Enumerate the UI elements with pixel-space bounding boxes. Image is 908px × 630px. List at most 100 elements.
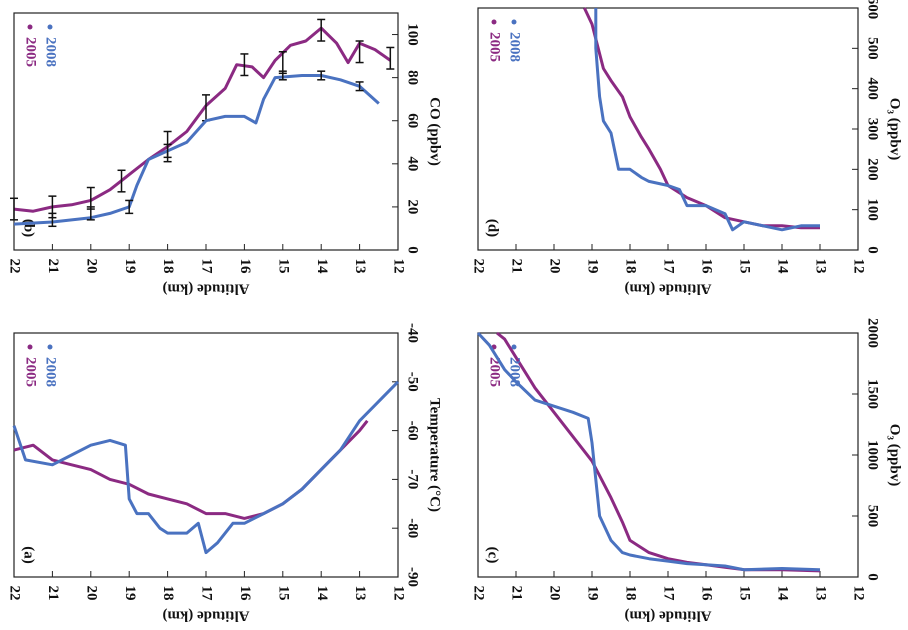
legend-marker — [511, 344, 517, 350]
panel-label: (a) — [21, 546, 37, 564]
x-tick-label: 18 — [623, 586, 639, 601]
y-axis-label: O₃ (ppbv) — [887, 98, 903, 160]
data-line — [476, 331, 821, 572]
y-tick-label: 500 — [865, 505, 881, 528]
x-tick-label: 21 — [509, 586, 525, 601]
x-tick-label: 14 — [775, 586, 791, 602]
x-tick-label: 21 — [509, 259, 525, 274]
x-tick-label: 19 — [585, 586, 601, 601]
x-tick-label: 20 — [83, 259, 99, 274]
y-tick-label: 100 — [405, 23, 421, 46]
y-tick-label: 0 — [405, 246, 421, 254]
x-tick-label: 20 — [547, 586, 563, 601]
x-tick-label: 17 — [661, 259, 677, 275]
x-tick-label: 13 — [813, 586, 829, 601]
x-tick-label: 20 — [547, 259, 563, 274]
x-tick-label: 17 — [661, 586, 677, 602]
y-axis-label: O₃ (ppbv) — [887, 424, 903, 486]
y-tick-label: -70 — [405, 469, 421, 489]
x-tick-label: 15 — [275, 259, 291, 274]
x-tick-label: 21 — [45, 259, 61, 274]
data-line — [13, 419, 369, 520]
x-tick-label: 13 — [813, 259, 829, 274]
x-tick-label: 14 — [314, 586, 330, 602]
y-tick-label: 0 — [865, 573, 881, 581]
panel-label: (c) — [485, 547, 501, 564]
x-tick-label: 16 — [699, 586, 715, 602]
y-tick-label: 600 — [865, 0, 881, 19]
x-axis-label: Altitude (km) — [162, 281, 249, 297]
legend-label: 2008 — [43, 357, 59, 387]
legend-marker — [27, 24, 33, 30]
x-tick-label: 15 — [737, 586, 753, 601]
data-line — [12, 380, 400, 555]
legend-marker — [27, 344, 33, 350]
x-tick-label: 22 — [471, 259, 487, 274]
y-tick-label: -50 — [405, 372, 421, 392]
x-tick-label: 17 — [199, 586, 215, 602]
legend-label: 2008 — [507, 357, 523, 387]
y-tick-label: 500 — [865, 37, 881, 60]
x-tick-label: 22 — [471, 586, 487, 601]
legend-label: 2005 — [487, 32, 503, 62]
x-tick-label: 12 — [851, 586, 867, 601]
x-tick-label: 15 — [275, 586, 291, 601]
y-axis-label: Temperature (°C) — [427, 398, 443, 512]
x-tick-label: 19 — [122, 259, 138, 274]
y-tick-label: 1000 — [865, 440, 881, 470]
y-tick-label: 400 — [865, 77, 881, 100]
legend-label: 2008 — [507, 32, 523, 62]
x-tick-label: 19 — [122, 586, 138, 601]
x-tick-label: 18 — [160, 259, 176, 274]
x-tick-label: 16 — [699, 259, 715, 275]
y-tick-label: -80 — [405, 518, 421, 538]
y-tick-label: 60 — [405, 113, 421, 128]
legend-label: 2008 — [43, 37, 59, 67]
x-tick-label: 18 — [160, 586, 176, 601]
x-tick-label: 19 — [585, 259, 601, 274]
y-tick-label: 1500 — [865, 379, 881, 409]
x-tick-label: 12 — [391, 586, 407, 601]
x-tick-label: 15 — [737, 259, 753, 274]
y-tick-label: -40 — [405, 323, 421, 343]
y-tick-label: 100 — [865, 198, 881, 221]
data-line — [594, 8, 820, 232]
x-tick-label: 17 — [199, 259, 215, 275]
x-tick-label: 14 — [314, 259, 330, 275]
data-line — [496, 331, 821, 573]
data-line — [583, 7, 820, 230]
x-tick-label: 12 — [851, 259, 867, 274]
plot-frame — [477, 7, 859, 251]
x-tick-label: 16 — [237, 586, 253, 602]
y-tick-label: 2000 — [865, 318, 881, 348]
legend-marker — [47, 344, 53, 350]
panel-label: (d) — [485, 219, 501, 237]
legend-label: 2005 — [23, 37, 39, 67]
y-axis-label: CO (ppbv) — [427, 97, 443, 166]
x-tick-label: 16 — [237, 259, 253, 275]
legend-marker — [491, 19, 497, 25]
x-axis-label: Altitude (km) — [624, 281, 711, 297]
plot-frame — [477, 332, 859, 578]
x-axis-label: Altitude (km) — [162, 608, 249, 624]
data-line — [13, 26, 392, 213]
x-tick-label: 21 — [45, 586, 61, 601]
legend-label: 2005 — [487, 357, 503, 387]
x-tick-label: 20 — [83, 586, 99, 601]
y-tick-label: 0 — [865, 246, 881, 254]
x-tick-label: 13 — [352, 586, 368, 601]
x-tick-label: 12 — [391, 259, 407, 274]
y-tick-label: 300 — [865, 118, 881, 141]
legend-label: 2005 — [23, 357, 39, 387]
y-tick-label: 40 — [405, 156, 421, 171]
data-line — [13, 74, 380, 226]
y-tick-label: 200 — [865, 158, 881, 181]
y-tick-label: 80 — [405, 70, 421, 85]
legend-marker — [47, 24, 53, 30]
x-tick-label: 18 — [623, 259, 639, 274]
y-tick-label: -90 — [405, 567, 421, 587]
x-tick-label: 13 — [352, 259, 368, 274]
x-tick-label: 22 — [7, 259, 23, 274]
